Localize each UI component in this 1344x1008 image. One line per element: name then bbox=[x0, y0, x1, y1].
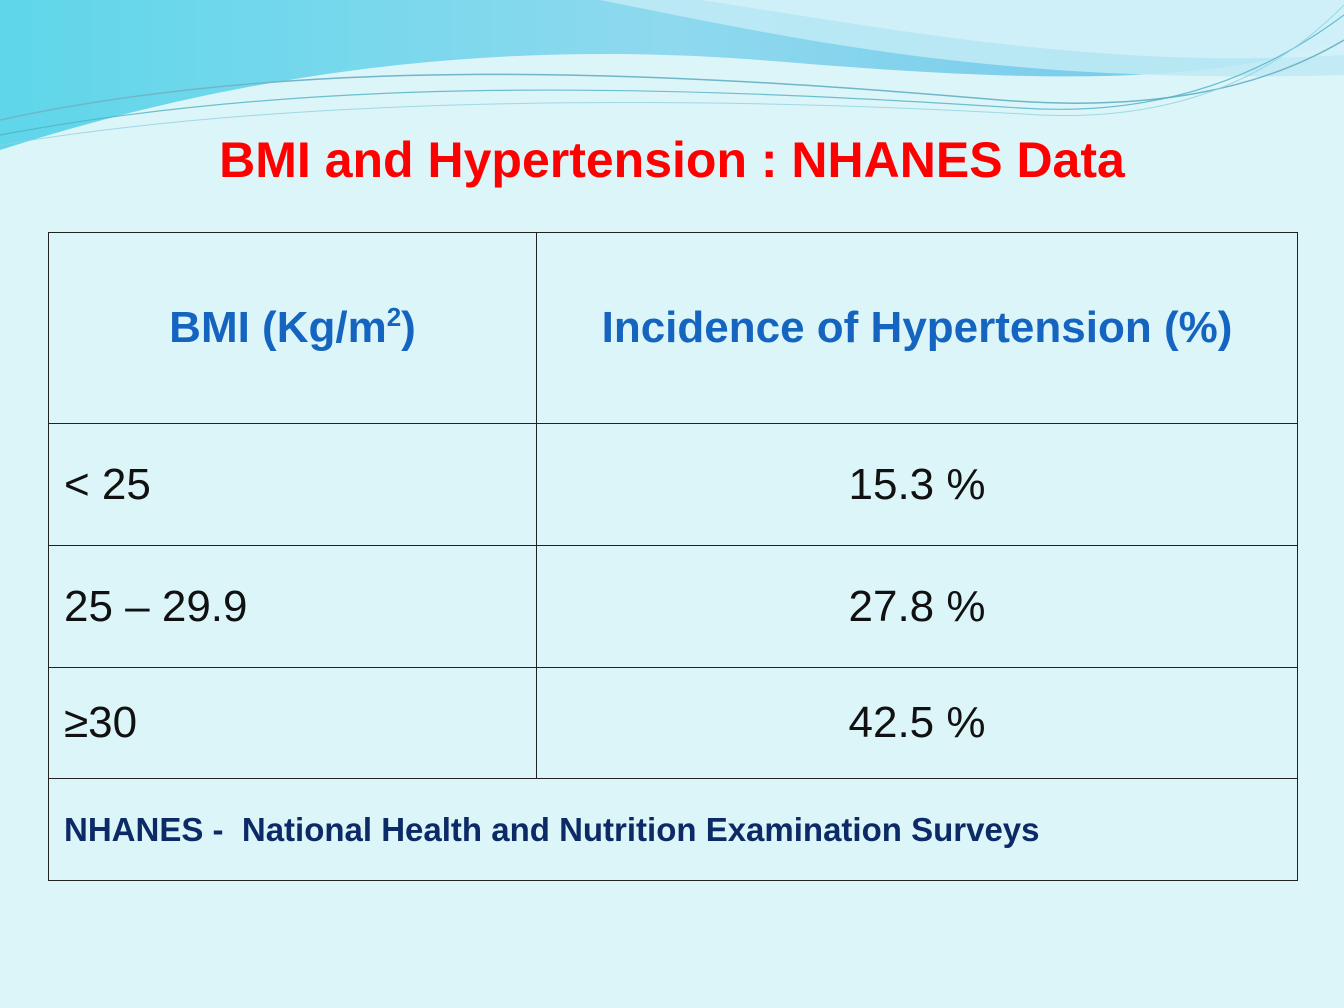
table-header-row: BMI (Kg/m2) Incidence of Hypertension (%… bbox=[48, 232, 1298, 424]
footnote-full-name: National Health and Nutrition Examinatio… bbox=[241, 810, 1040, 848]
slide-title: BMI and Hypertension : NHANES Data bbox=[219, 132, 1125, 188]
bmi-cell: 25 – 29.9 bbox=[48, 545, 537, 668]
footnote-spacer bbox=[224, 811, 242, 848]
decorative-wave-header bbox=[0, 0, 1344, 150]
footnote-abbreviation: NHANES - bbox=[64, 810, 224, 848]
bmi-hypertension-table: BMI (Kg/m2) Incidence of Hypertension (%… bbox=[48, 232, 1298, 881]
incidence-cell: 42.5 % bbox=[536, 667, 1298, 779]
bmi-header-close: ) bbox=[401, 303, 416, 352]
bmi-cell: < 25 bbox=[48, 423, 537, 546]
footnote-cell: NHANES - National Health and Nutrition E… bbox=[48, 778, 1298, 881]
table-row: < 25 15.3 % bbox=[48, 423, 1298, 546]
table-row: ≥30 42.5 % bbox=[48, 667, 1298, 779]
incidence-cell: 27.8 % bbox=[536, 545, 1298, 668]
table-footnote-row: NHANES - National Health and Nutrition E… bbox=[48, 778, 1298, 881]
bmi-header-superscript: 2 bbox=[386, 302, 402, 332]
bmi-column-header: BMI (Kg/m2) bbox=[48, 232, 537, 424]
table-row: 25 – 29.9 27.8 % bbox=[48, 545, 1298, 668]
bmi-cell: ≥30 bbox=[48, 667, 537, 779]
incidence-column-header: Incidence of Hypertension (%) bbox=[536, 232, 1298, 424]
incidence-cell: 15.3 % bbox=[536, 423, 1298, 546]
bmi-header-label: BMI (Kg/m bbox=[169, 303, 387, 352]
